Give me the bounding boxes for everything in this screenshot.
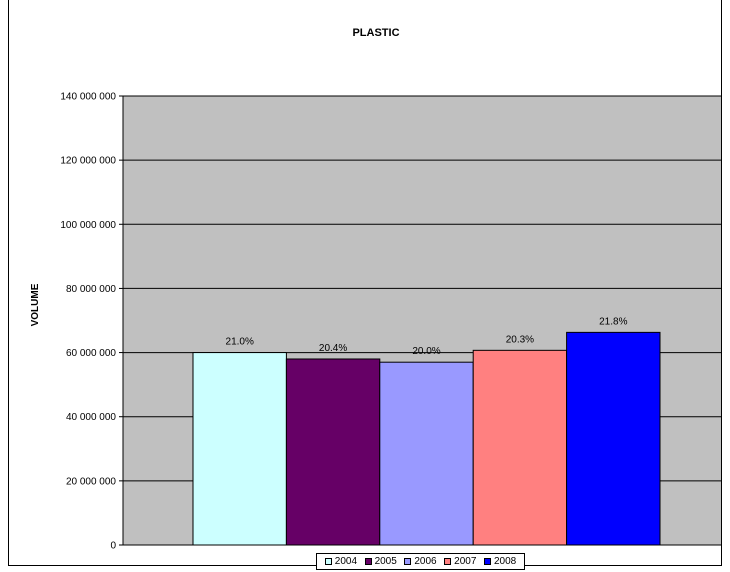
data-label-2008: 21.8%	[599, 316, 627, 327]
legend-item-2006: 2006	[404, 556, 437, 567]
data-label-2006: 20.0%	[412, 346, 440, 357]
legend: 2004 2005 2006 2007 2008	[316, 553, 525, 570]
bar-2008	[566, 331, 661, 546]
legend-item-2004: 2004	[324, 556, 358, 567]
legend-label: 2008	[493, 556, 517, 567]
legend-label: 2007	[454, 556, 477, 567]
data-label-2007: 20.3%	[506, 334, 534, 345]
bar-2006	[379, 361, 474, 546]
plot-area: 0 20 000 000 40 000 000 60 000 000 80 000 00…	[60, 92, 721, 552]
bar-2005	[285, 358, 381, 546]
y-tick-label: 80 000 000	[66, 284, 116, 295]
y-axis-label: VOLUME	[30, 283, 41, 326]
legend-item-2008: 2008	[483, 556, 517, 567]
y-tick-label: 0	[110, 541, 116, 552]
legend-label: 2004	[334, 556, 358, 567]
y-tick-label: 40 000 000	[66, 412, 116, 423]
legend-swatch	[404, 558, 412, 565]
legend-swatch	[444, 558, 452, 565]
legend-item-2007: 2007	[444, 556, 476, 567]
legend-swatch	[364, 558, 372, 565]
data-label-2004: 21.0%	[226, 337, 254, 348]
legend-label: 2006	[414, 556, 437, 567]
legend-item-2005: 2005	[364, 556, 397, 567]
chart-title: PLASTIC	[352, 27, 399, 39]
y-tick-label: 60 000 000	[66, 348, 116, 359]
legend-label: 2005	[374, 556, 397, 567]
bar-2007	[472, 349, 568, 546]
y-tick-label: 100 000 000	[60, 220, 116, 231]
legend-swatch	[483, 558, 491, 565]
bar-2004	[192, 352, 287, 546]
y-tick-label: 20 000 000	[66, 476, 116, 487]
legend-swatch	[324, 558, 332, 565]
data-label-2005: 20.4%	[319, 343, 347, 354]
y-tick-label: 140 000 000	[60, 92, 116, 103]
y-tick-label: 120 000 000	[60, 156, 116, 167]
